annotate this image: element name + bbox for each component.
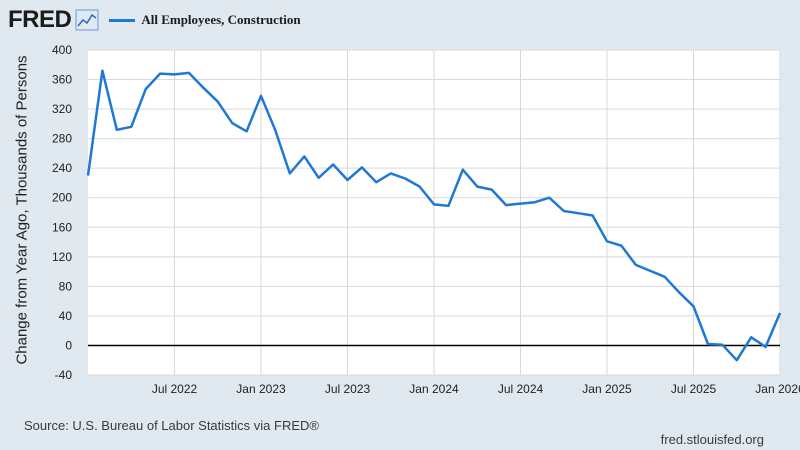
y-tick-label: 0 [65, 338, 72, 352]
y-tick-label: -40 [55, 368, 73, 382]
source-note: Source: U.S. Bureau of Labor Statistics … [24, 418, 319, 433]
y-tick-label: 120 [52, 250, 72, 264]
fred-logo[interactable]: FRED [8, 6, 72, 33]
x-tick-label: Jan 2025 [582, 382, 632, 396]
x-tick-label: Jan 2026 [755, 382, 800, 396]
x-tick-label: Jul 2023 [325, 382, 371, 396]
line-chart: -40 0 40 80 120 160 200 240 280 320 360 400 Jul 202… [52, 43, 800, 396]
y-tick-label: 400 [52, 43, 72, 57]
x-tick-label: Jul 2025 [671, 382, 717, 396]
y-tick-label: 280 [52, 132, 72, 146]
y-tick-label: 160 [52, 220, 72, 234]
x-axis-ticks: Jul 2022 Jan 2023 Jul 2023 Jan 2024 Jul 2024… [152, 382, 800, 396]
y-tick-label: 360 [52, 73, 72, 87]
legend-label: All Employees, Construction [141, 12, 301, 27]
y-tick-label: 80 [59, 279, 73, 293]
y-tick-label: 200 [52, 191, 72, 205]
x-tick-label: Jan 2023 [236, 382, 286, 396]
series-line [86, 69, 782, 362]
y-tick-label: 240 [52, 161, 72, 175]
site-link[interactable]: fred.stlouisfed.org [660, 432, 764, 447]
x-tick-label: Jan 2024 [409, 382, 459, 396]
chart-header: FRED All Employees, Construction [8, 6, 301, 34]
legend-swatch [109, 18, 136, 22]
line-graph-icon [75, 9, 99, 31]
series-layer [86, 69, 782, 362]
y-tick-label: 320 [52, 102, 72, 116]
y-tick-label: 40 [59, 309, 73, 323]
grid-lines [88, 49, 781, 376]
legend: All Employees, Construction [109, 12, 301, 28]
x-tick-label: Jul 2022 [152, 382, 198, 396]
y-axis-ticks: -40 0 40 80 120 160 200 240 280 320 360 400 [52, 43, 72, 382]
x-tick-label: Jul 2024 [498, 382, 544, 396]
